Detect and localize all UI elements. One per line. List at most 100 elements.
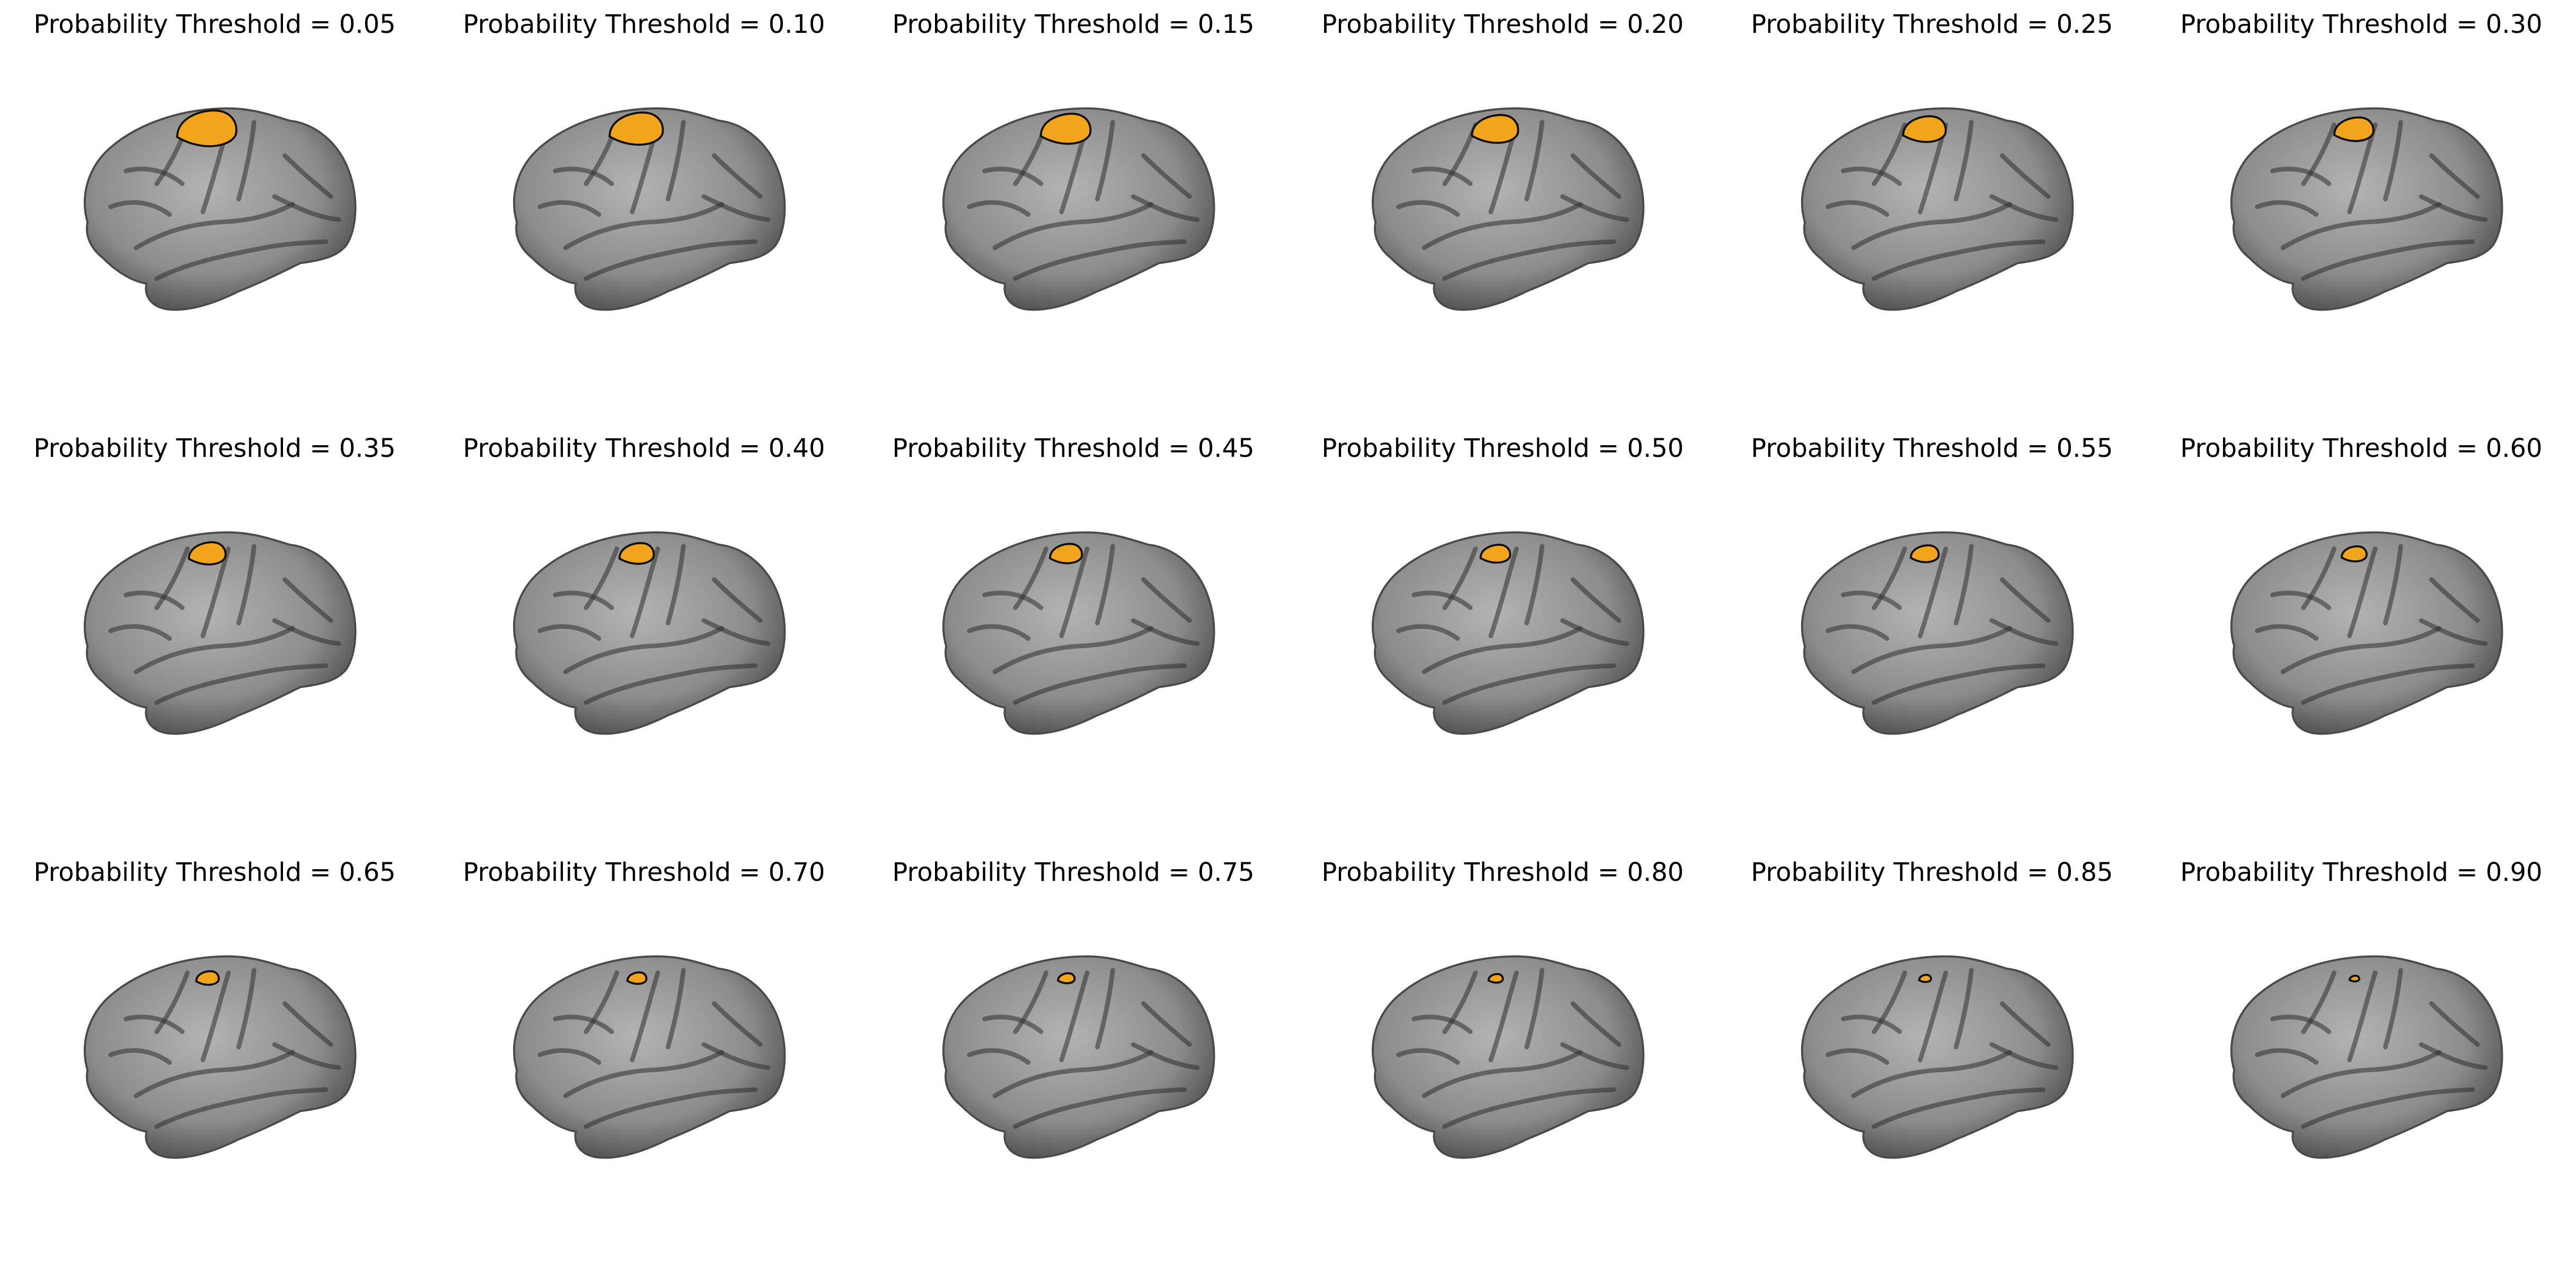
figure-panel: Probability Threshold = 0.70 (429, 848, 859, 1272)
sulcus (1396, 200, 1460, 217)
figure-panel: Probability Threshold = 0.85 (1717, 848, 2147, 1272)
highlight-region (2341, 545, 2368, 563)
highlight-region (1049, 543, 1083, 564)
sulcus (1422, 201, 1583, 250)
sulcus (1524, 968, 1545, 1050)
sulcus (563, 625, 725, 674)
sulcus (992, 201, 1154, 250)
sulcus (1442, 239, 1617, 281)
sulcus (1953, 120, 1974, 202)
sulcus (1396, 1048, 1460, 1065)
sulcus (1560, 618, 1629, 646)
sulcus (1442, 970, 1478, 1035)
brain-surface (942, 107, 1215, 311)
cortex-surface (513, 955, 786, 1159)
sulcus (1999, 577, 2051, 623)
sulcus (2280, 1049, 2442, 1098)
sulcus (1095, 120, 1115, 202)
highlight-region (176, 109, 237, 147)
brain-surface (1801, 531, 2074, 735)
sulcus (2270, 166, 2332, 187)
figure-panel: Probability Threshold = 0.90 (2147, 848, 2576, 1272)
sulcus (1524, 544, 1545, 626)
brain-surface (1801, 107, 2074, 311)
figure-panel: Probability Threshold = 0.65 (0, 848, 429, 1272)
sulcus (1141, 1001, 1192, 1047)
sulcus (1570, 153, 1621, 199)
sulcus (1570, 577, 1621, 623)
cortex-surface (83, 955, 357, 1159)
highlight-region (1902, 115, 1947, 143)
sulcus (108, 200, 172, 217)
sulcus (2301, 122, 2337, 187)
cortex-surface (1371, 955, 1645, 1159)
sulcus (1396, 624, 1460, 641)
brain-surface (2230, 107, 2503, 311)
panel-title: Probability Threshold = 0.15 (892, 10, 1255, 39)
sulcus (2383, 968, 2403, 1050)
sulcus (1953, 968, 1974, 1050)
sulcus (553, 166, 614, 187)
panel-title: Probability Threshold = 0.55 (1751, 434, 2113, 463)
brain-surface (1371, 107, 1645, 311)
sulcus (665, 544, 686, 626)
figure-panel: Probability Threshold = 0.55 (1717, 424, 2147, 848)
figure-panel: Probability Threshold = 0.30 (2147, 0, 2576, 424)
sulcus (1560, 1042, 1629, 1070)
panel-title: Probability Threshold = 0.25 (1751, 10, 2113, 39)
sulcus (584, 239, 758, 281)
sulcus (1872, 239, 2046, 281)
sulcus (1851, 625, 2013, 674)
sulcus (982, 1014, 1044, 1035)
sulcus (1872, 970, 1908, 1035)
sulcus (1999, 153, 2051, 199)
sulcus (1422, 625, 1583, 674)
sulcus (967, 200, 1031, 217)
sulcus (1918, 546, 1948, 639)
sulcus (123, 166, 185, 187)
sulcus (123, 590, 185, 611)
sulcus (563, 1049, 725, 1098)
figure-panel: Probability Threshold = 0.75 (859, 848, 1288, 1272)
sulcus (537, 1048, 602, 1065)
sulcus (1442, 546, 1478, 611)
brain-surface (942, 955, 1215, 1159)
sulcus (1872, 122, 1908, 187)
sulcus (282, 577, 333, 623)
sulcus (2347, 546, 2378, 639)
brain-surface (1371, 531, 1645, 735)
cortex-surface (1801, 531, 2074, 735)
sulcus (563, 201, 725, 250)
figure-panel: Probability Threshold = 0.15 (859, 0, 1288, 424)
highlight-region (1487, 973, 1504, 984)
sulcus (2280, 625, 2442, 674)
sulcus (2383, 544, 2403, 626)
sulcus (1825, 200, 1890, 217)
figure-panel: Probability Threshold = 0.25 (1717, 0, 2147, 424)
sulcus (1013, 663, 1187, 705)
sulcus (1131, 618, 1200, 646)
cortex-surface (2230, 531, 2503, 735)
panel-title: Probability Threshold = 0.80 (1321, 858, 1684, 887)
sulcus (272, 1042, 341, 1070)
panel-title: Probability Threshold = 0.05 (33, 10, 396, 39)
sulcus (2429, 153, 2480, 199)
highlight-region (1918, 974, 1932, 983)
sulcus (2301, 1087, 2475, 1129)
threshold-figure-grid: Probability Threshold = 0.05 Probability … (33, 0, 2576, 1159)
sulcus (154, 239, 329, 281)
panel-title: Probability Threshold = 0.90 (2180, 858, 2543, 887)
sulcus (1989, 1042, 2059, 1070)
panel-title: Probability Threshold = 0.45 (892, 434, 1255, 463)
panel-title: Probability Threshold = 0.30 (2180, 10, 2543, 39)
figure-panel: Probability Threshold = 0.40 (429, 424, 859, 848)
sulcus (2270, 590, 2332, 611)
sulcus (1524, 120, 1545, 202)
highlight-region (2349, 974, 2360, 983)
sulcus (584, 1087, 758, 1129)
panel-title: Probability Threshold = 0.60 (2180, 434, 2543, 463)
sulcus (1872, 546, 1908, 611)
brain-surface (2230, 955, 2503, 1159)
sulcus (1918, 970, 1948, 1063)
figure-panel: Probability Threshold = 0.80 (1288, 848, 1717, 1272)
